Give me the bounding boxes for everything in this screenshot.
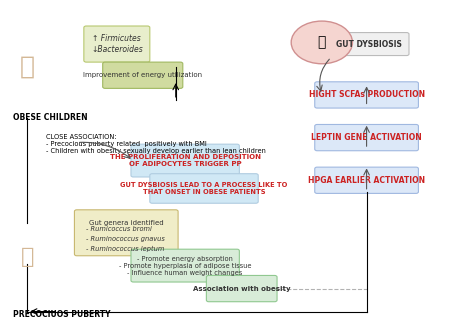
Text: 🧍: 🧍 — [20, 55, 35, 79]
FancyBboxPatch shape — [84, 26, 150, 62]
Text: HIGHT SCFAs PRODUCTION: HIGHT SCFAs PRODUCTION — [309, 90, 425, 99]
FancyBboxPatch shape — [131, 144, 239, 177]
FancyBboxPatch shape — [315, 167, 419, 193]
FancyBboxPatch shape — [103, 62, 183, 88]
Text: ↑ Firmicutes
↓Bacteroides: ↑ Firmicutes ↓Bacteroides — [91, 34, 143, 54]
FancyBboxPatch shape — [150, 174, 258, 203]
Text: Association with obesity: Association with obesity — [193, 286, 291, 292]
Text: LEPTIN GENE ACTIVATION: LEPTIN GENE ACTIVATION — [311, 133, 422, 142]
Text: CLOSE ASSOCIATION:
- Precocious puberty related  positively with BMI
- Children : CLOSE ASSOCIATION: - Precocious puberty … — [46, 134, 266, 154]
Circle shape — [291, 21, 353, 64]
FancyBboxPatch shape — [315, 82, 419, 108]
Text: GUT DYSBIOSIS: GUT DYSBIOSIS — [336, 40, 402, 49]
Text: - Promote energy absorption
- Promote hyperplasia of adipose tissue
- Influence : - Promote energy absorption - Promote hy… — [119, 256, 251, 276]
Text: OBESE CHILDREN: OBESE CHILDREN — [13, 114, 88, 122]
Text: HPGA EARLIER ACTIVATION: HPGA EARLIER ACTIVATION — [308, 176, 425, 185]
FancyBboxPatch shape — [315, 124, 419, 151]
FancyBboxPatch shape — [131, 249, 239, 282]
Text: - Rumicoccus bromi: - Rumicoccus bromi — [86, 226, 152, 232]
FancyBboxPatch shape — [74, 210, 178, 256]
Text: GUT DYSBIOSIS LEAD TO A PROCESS LIKE TO
THAT ONSET IN OBESE PATIENTS: GUT DYSBIOSIS LEAD TO A PROCESS LIKE TO … — [120, 182, 288, 195]
Text: 🦠: 🦠 — [318, 35, 326, 49]
Text: - Ruminococcus gnavus: - Ruminococcus gnavus — [86, 236, 165, 242]
FancyBboxPatch shape — [329, 32, 409, 56]
Text: Gut genera identified: Gut genera identified — [89, 220, 164, 226]
Text: PRECOCIUOS PUBERTY: PRECOCIUOS PUBERTY — [13, 310, 110, 319]
FancyBboxPatch shape — [206, 275, 277, 302]
Text: Improvement of energy utilization: Improvement of energy utilization — [83, 72, 202, 78]
Text: THE PROLIFERATION AND DEPOSITION
OF ADIPOCYTES TRIGGER PP: THE PROLIFERATION AND DEPOSITION OF ADIP… — [109, 154, 261, 167]
Text: - Ruminococcus leptum: - Ruminococcus leptum — [86, 246, 164, 252]
Text: 🧍: 🧍 — [20, 247, 34, 267]
